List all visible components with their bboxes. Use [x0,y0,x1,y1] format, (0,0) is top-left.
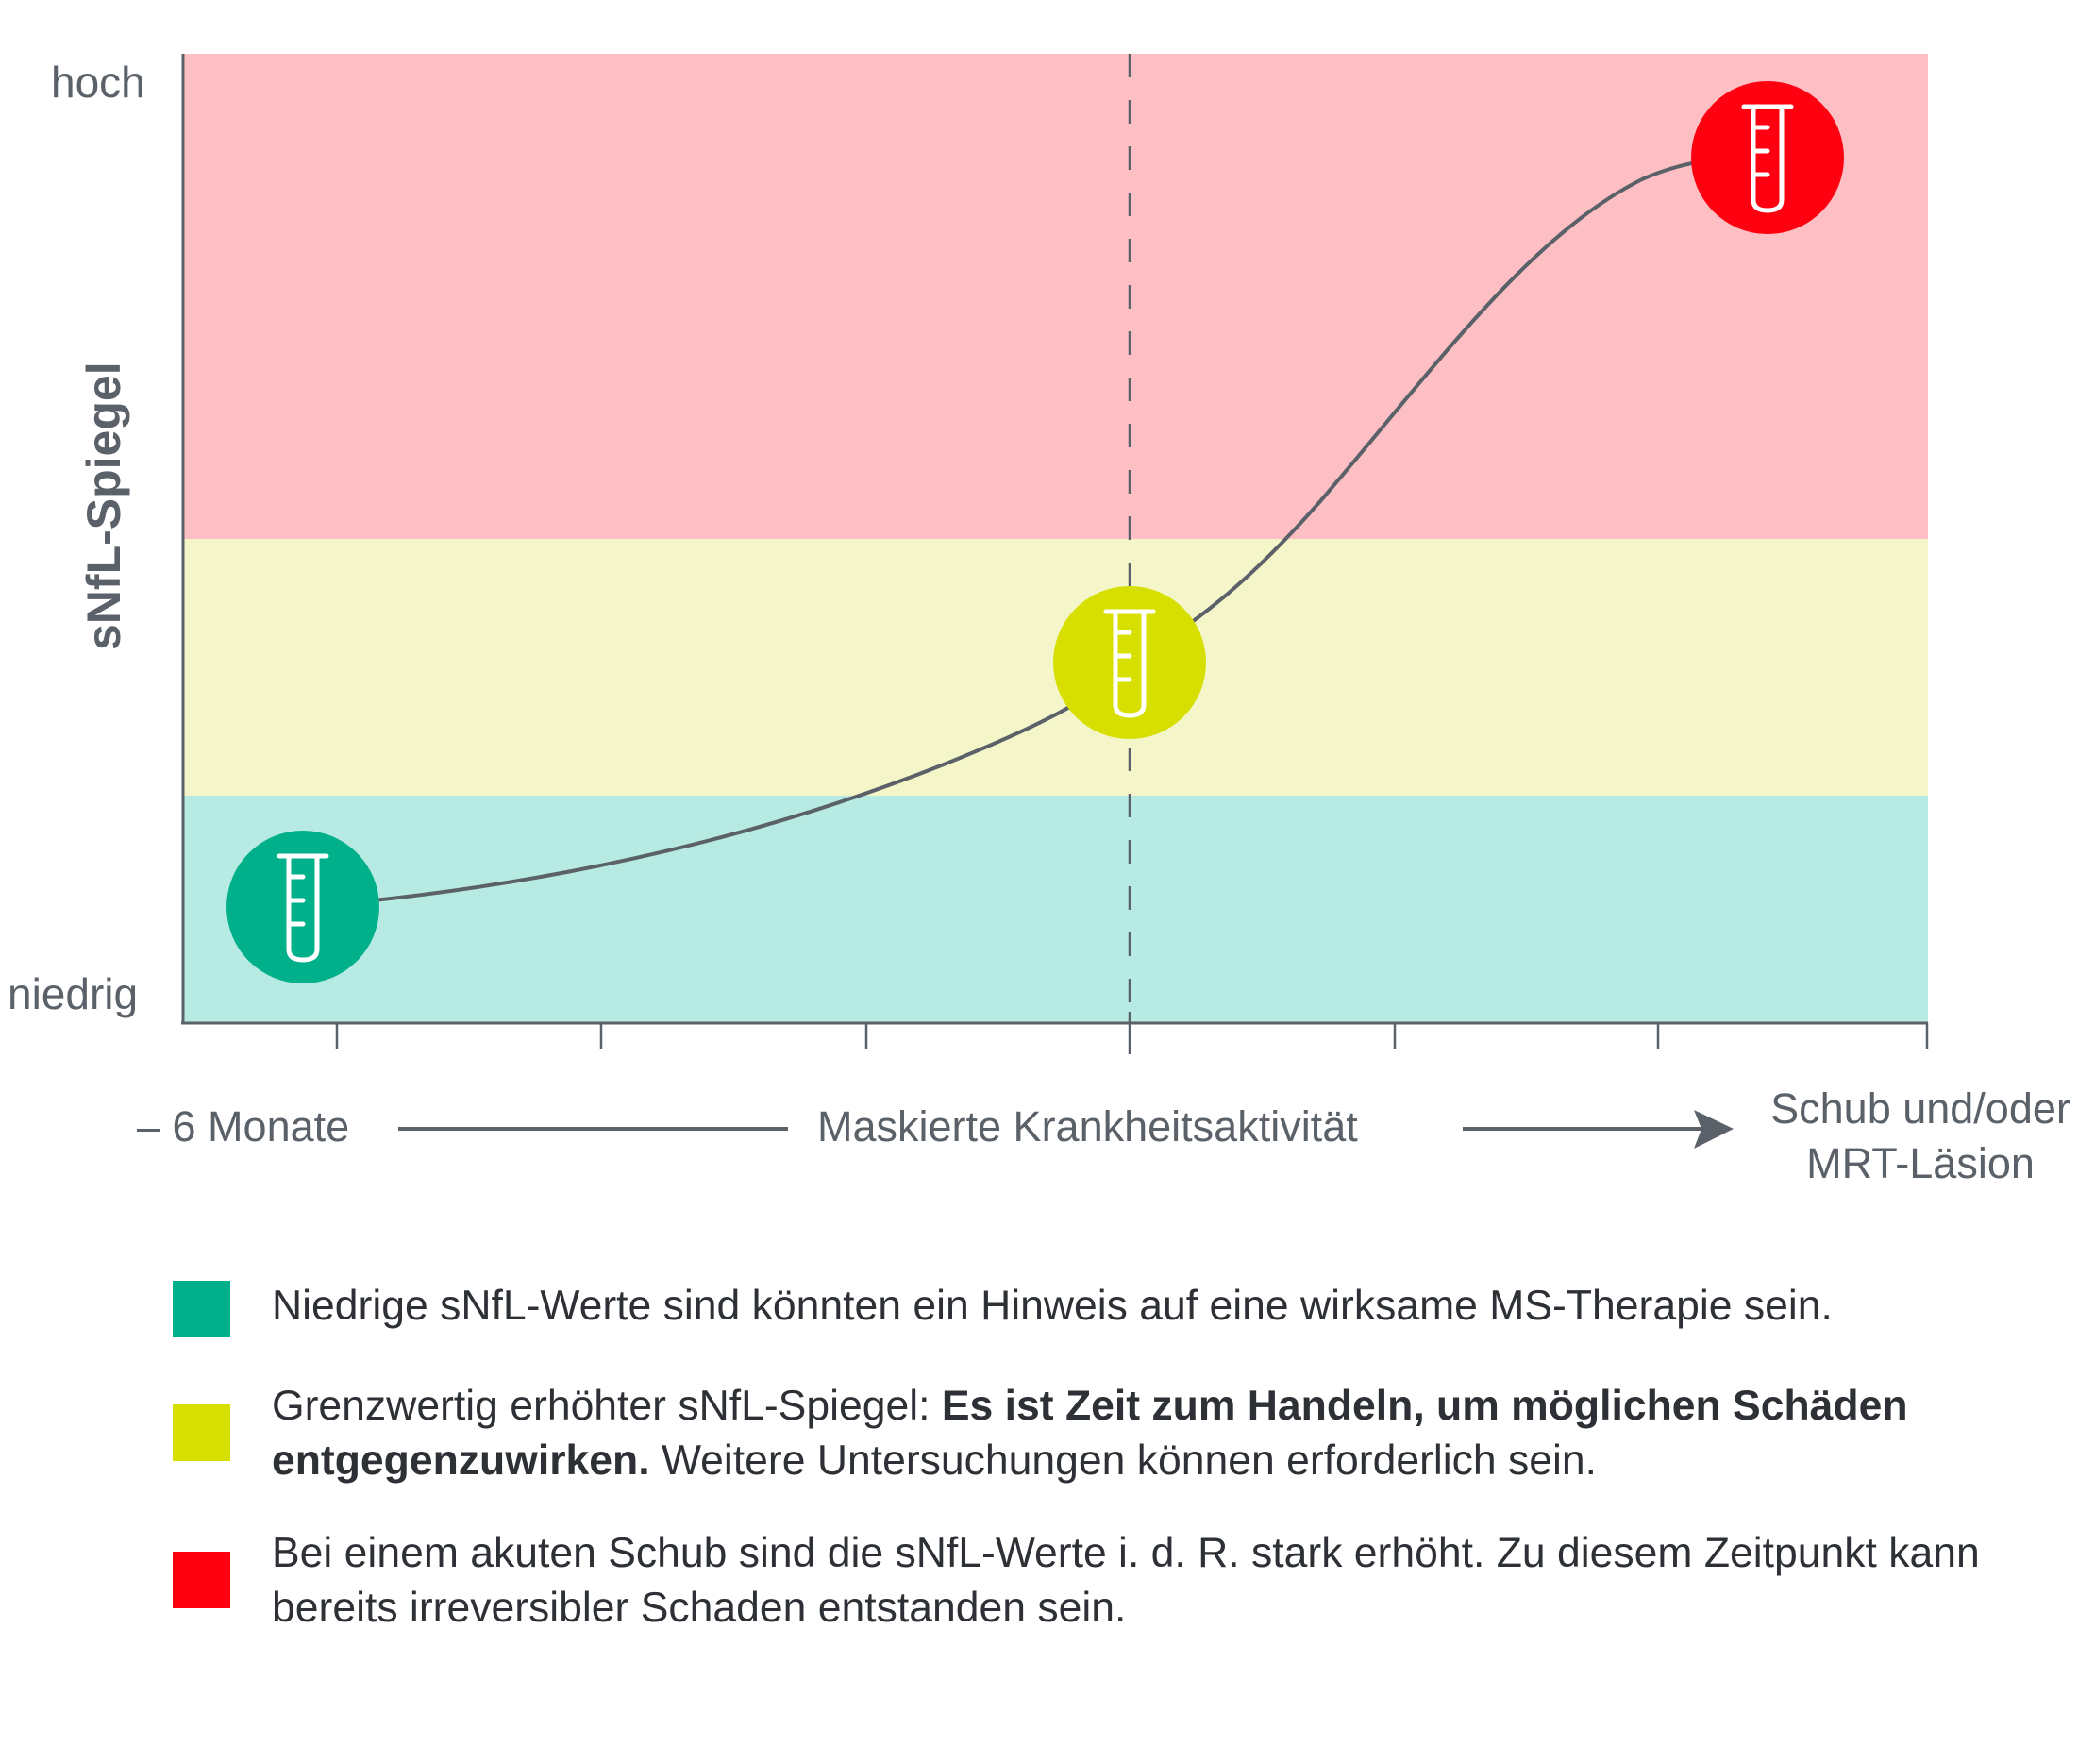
legend-swatch-green [173,1281,230,1337]
x-end-label: Schub und/oder MRT-Läsion [1741,1082,2095,1191]
marker-borderline [1053,586,1206,739]
marker-low [226,831,379,983]
legend-text-borderline-part0: Grenzwertig erhöhter sNfL-Spiegel: [272,1383,942,1429]
legend-text-borderline-part2: Weitere Untersuchungen können erforderli… [649,1437,1598,1484]
legend-swatch-yellow [173,1404,230,1461]
x-end-label-line1: Schub und/oder [1770,1084,2070,1133]
test-tube-icon [1741,104,1794,213]
legend-swatch-red [173,1552,230,1608]
x-start-label: – 6 Monate [137,1102,350,1151]
y-level-high: hoch [51,58,145,107]
legend-text-borderline: Grenzwertig erhöhter sNfL-Spiegel: Es is… [272,1379,2093,1488]
legend-text-high: Bei einem akuten Schub sind die sNfL-Wer… [272,1526,2093,1636]
x-end-label-line2: MRT-Läsion [1806,1139,2035,1187]
legend-text-borderline-bold: Es ist Zeit zum Handeln, um möglichen Sc… [272,1383,1908,1484]
timeline-arrowhead-icon [1694,1110,1734,1149]
x-ticks [335,1012,1929,1054]
band-low [183,796,1928,1022]
legend-text-high-part0: Bei einem akuten Schub sind die sNfL-Wer… [272,1530,1980,1631]
legend-text-low: Niedrige sNfL-Werte sind könnten ein Hin… [272,1279,2093,1334]
test-tube-icon [1103,609,1156,718]
y-level-low: niedrig [8,969,139,1018]
test-tube-icon [277,853,329,963]
x-axis-title: Maskierte Krankheitsaktivität [817,1102,1358,1151]
legend-text-low-part0: Niedrige sNfL-Werte sind könnten ein Hin… [272,1283,1833,1329]
band-high [183,54,1928,539]
y-axis-title: sNfL-Spiegel [77,361,130,650]
marker-high [1691,81,1844,234]
